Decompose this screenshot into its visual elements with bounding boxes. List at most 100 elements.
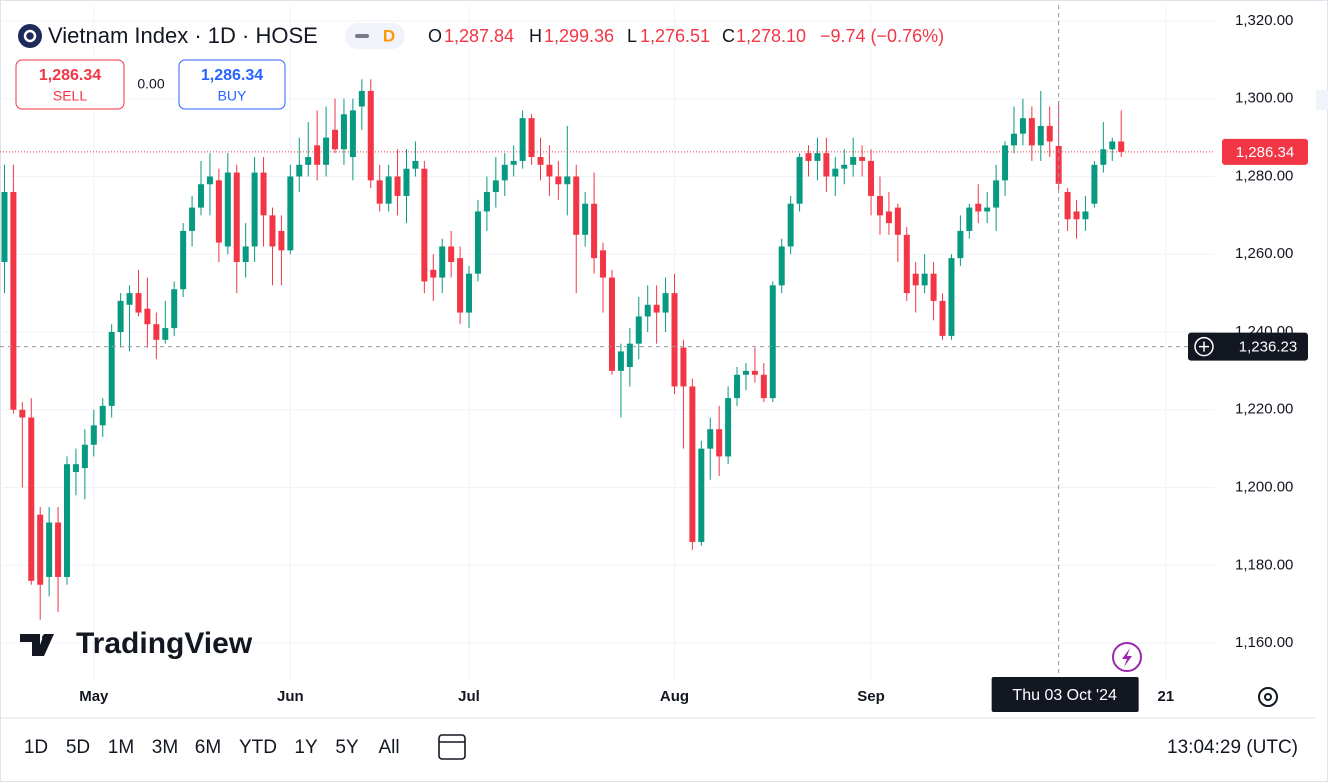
range-button[interactable]: 1Y xyxy=(294,737,318,758)
candle-body xyxy=(966,207,973,231)
candle-body xyxy=(46,522,53,577)
sell-price: 1,286.34 xyxy=(39,67,101,84)
candle-body xyxy=(626,343,633,367)
x-tick-label: May xyxy=(79,688,109,705)
candle-body xyxy=(385,176,392,204)
candle-body xyxy=(474,211,481,274)
candle-body xyxy=(1091,164,1098,204)
y-tick-label: 1,320.00 xyxy=(1235,12,1293,29)
candle-body xyxy=(921,273,928,286)
candle-body xyxy=(716,429,723,457)
settings-icon[interactable] xyxy=(1258,687,1278,707)
candle-body xyxy=(841,164,848,169)
candle-body xyxy=(430,269,437,278)
candle-body xyxy=(894,207,901,235)
candle-body xyxy=(99,405,106,426)
ohlc-label: H xyxy=(529,26,542,46)
candle-body xyxy=(832,168,839,177)
candle-body xyxy=(198,184,205,208)
symbol-logo xyxy=(18,24,42,48)
range-button[interactable]: 5Y xyxy=(335,737,359,758)
range-button[interactable]: 5D xyxy=(66,737,90,758)
candle-body xyxy=(903,234,910,294)
candle-body xyxy=(984,207,991,212)
interval-pill[interactable] xyxy=(345,23,405,49)
candle-body xyxy=(787,203,794,247)
candle-body xyxy=(90,425,97,445)
candle-body xyxy=(680,347,687,387)
candle-body xyxy=(608,277,615,371)
spread: 0.00 xyxy=(137,76,164,92)
candle-body xyxy=(1010,133,1017,146)
ohlc-value: 1,276.51 xyxy=(640,26,710,46)
candle-body xyxy=(55,522,62,577)
candle-body xyxy=(483,192,490,212)
tv-logo-dot xyxy=(42,634,50,642)
candle-body xyxy=(823,153,830,177)
candle-body xyxy=(260,172,267,216)
y-tick-label: 1,180.00 xyxy=(1235,556,1293,573)
x-tick-label: Sep xyxy=(857,688,885,705)
sell-button[interactable] xyxy=(15,59,125,110)
range-button[interactable]: 3M xyxy=(152,737,178,758)
ohlc-label: L xyxy=(627,26,637,46)
range-button[interactable]: 6M xyxy=(195,737,221,758)
candle-body xyxy=(698,448,705,542)
candle-body xyxy=(278,230,285,251)
candle-body xyxy=(930,273,937,301)
candle-body xyxy=(1073,211,1080,220)
candle-body xyxy=(537,157,544,165)
candle-body xyxy=(778,246,785,286)
buy-button[interactable] xyxy=(178,59,286,110)
add-icon xyxy=(1194,336,1214,357)
candle-body xyxy=(287,176,294,251)
candle-body xyxy=(251,172,258,247)
candle-body xyxy=(564,176,571,185)
candle-body xyxy=(546,164,553,177)
buy-label: BUY xyxy=(218,88,247,104)
candle-body xyxy=(591,203,598,259)
y-tick-label: 1,260.00 xyxy=(1235,245,1293,262)
range-button[interactable]: YTD xyxy=(239,737,277,758)
candle-body xyxy=(671,293,678,387)
symbol-logo-mark xyxy=(23,29,37,43)
candle-body xyxy=(394,176,401,196)
pill-dash xyxy=(355,34,369,38)
range-button[interactable]: All xyxy=(378,737,399,758)
y-tick-label: 1,200.00 xyxy=(1235,479,1293,496)
candle-body xyxy=(19,409,26,418)
range-button[interactable]: 1M xyxy=(108,737,134,758)
add-icon-plus xyxy=(1199,341,1209,352)
candle-body xyxy=(653,304,660,313)
candle-body xyxy=(850,157,857,165)
candle-body xyxy=(189,207,196,231)
scroll-handle[interactable] xyxy=(1316,90,1328,110)
candle-body xyxy=(64,464,71,577)
candle-body xyxy=(644,304,651,317)
ohlc-value: 1,287.84 xyxy=(444,26,514,46)
candle-body xyxy=(72,464,79,472)
candle-body xyxy=(600,250,607,278)
candle-body xyxy=(153,324,160,340)
x-tick-label: Jun xyxy=(277,688,304,705)
candle-body xyxy=(957,230,964,259)
plot-area xyxy=(0,5,1215,680)
x-tick-label: 21 xyxy=(1158,688,1175,705)
candle-body xyxy=(528,118,535,158)
candle-body xyxy=(421,168,428,282)
x-tick-label: Jul xyxy=(458,688,480,705)
calendar-icon[interactable] xyxy=(438,734,466,760)
alert-bolt xyxy=(1122,648,1132,667)
candle-body xyxy=(135,293,142,313)
range-button[interactable]: 1D xyxy=(24,737,48,758)
candle-body xyxy=(162,328,169,340)
ohlc-label: O xyxy=(428,26,442,46)
candle-body xyxy=(412,160,419,169)
candle-body xyxy=(10,192,17,410)
candle-body xyxy=(492,180,499,193)
candle-body xyxy=(1037,125,1044,146)
settings-icon-core xyxy=(1264,693,1272,701)
candle-body xyxy=(725,398,732,457)
candle-body xyxy=(1100,149,1107,165)
